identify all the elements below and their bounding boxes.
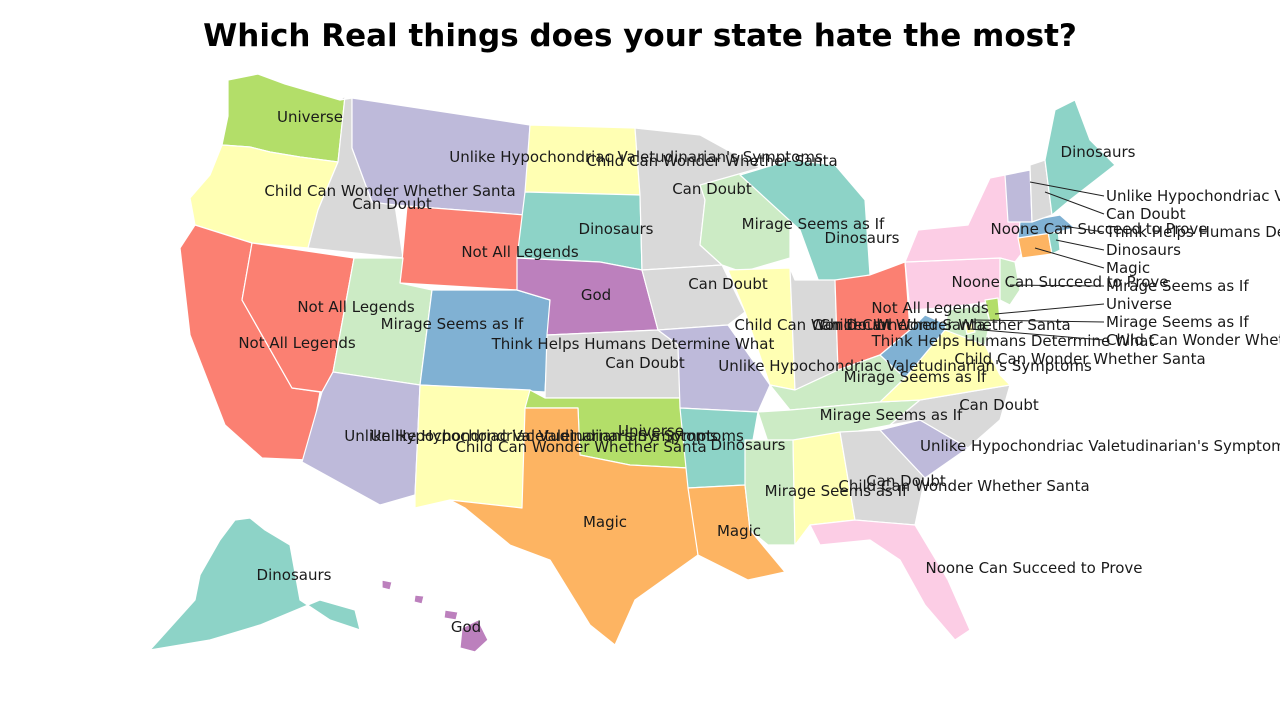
state-me[interactable] <box>1044 99 1116 216</box>
map-label: Not All Legends <box>871 299 989 317</box>
callout-label: Magic <box>1106 259 1150 277</box>
map-label: Dinosaurs <box>257 566 332 584</box>
map-label: Mirage Seems as If <box>844 368 987 386</box>
map-title: Which Real things does your state hate t… <box>203 18 1077 54</box>
map-label: Unlike Hypochondriac Valetudinarian's Sy… <box>718 357 1092 375</box>
map-label: Think Helps Humans Determine What <box>871 332 1155 350</box>
map-label: Child Can Wonder Whether Santa <box>954 350 1205 368</box>
state-ga[interactable] <box>839 429 926 526</box>
map-label: Can Doubt <box>605 354 685 372</box>
callout-leader <box>969 328 1105 341</box>
callout-leader <box>1044 191 1105 215</box>
callout-leader <box>1029 181 1105 197</box>
map-label: Dinosaurs <box>1061 143 1136 161</box>
map-label: Child Can Wonder Whether Santa <box>838 477 1089 495</box>
map-label: Noone Can Succeed to Prove <box>925 559 1142 577</box>
map-label: God <box>451 618 481 636</box>
callout-label: Unlike Hypochondriac Valetudinarian's Sy… <box>1106 187 1280 205</box>
map-label: Unlike Hypochondriac Valetudinarian's Sy… <box>920 437 1280 455</box>
state-hi-island[interactable] <box>381 579 393 591</box>
map-label: Mirage Seems as If <box>820 406 963 424</box>
map-label: Dinosaurs <box>579 220 654 238</box>
map-label: Can Doubt <box>812 316 892 334</box>
map-label: Child Can Wonder Whether Santa <box>455 438 706 456</box>
map-label: Noone Can Succeed to Prove <box>951 273 1168 291</box>
state-hi-island[interactable] <box>443 609 459 621</box>
map-label: Not All Legends <box>461 243 579 261</box>
map-label: Dinosaurs <box>711 436 786 454</box>
map-label: Child Can Wonder Whether Santa <box>734 316 985 334</box>
state-hi-island[interactable] <box>413 594 425 605</box>
map-label: Can Doubt <box>688 275 768 293</box>
map-label: Dinosaurs <box>825 229 900 247</box>
map-label: Mirage Seems as If <box>742 215 885 233</box>
state-hi[interactable] <box>459 619 489 653</box>
map-label: Noone Can Succeed to Prove <box>990 220 1207 238</box>
map-label: Unlike Hypochondriac Valetudinarian's Sy… <box>370 427 744 445</box>
state-ak[interactable] <box>149 517 361 651</box>
state-tx[interactable] <box>449 407 699 646</box>
map-label: Mirage Seems as If <box>381 315 524 333</box>
map-label: Mirage Seems as If <box>765 482 908 500</box>
map-label: Can Doubt <box>352 195 432 213</box>
map-label: Unlike Hypochondriac Valetudinarian's Sy… <box>344 427 718 445</box>
map-label: Unlike Hypochondriac Valetudinarian's Sy… <box>449 148 823 166</box>
state-dc[interactable] <box>964 322 976 335</box>
callout-leader <box>1034 247 1105 269</box>
callout-label: Think Helps Humans Determine What <box>1105 223 1280 241</box>
callout-leader <box>994 303 1105 315</box>
map-label: Universe <box>277 108 343 126</box>
states-layer <box>149 73 1116 653</box>
map-label: Child Can Wonder Whether Santa <box>264 182 515 200</box>
map-label: God <box>581 286 611 304</box>
state-nj[interactable] <box>999 257 1021 306</box>
callout-label: Dinosaurs <box>1106 241 1181 259</box>
callout-leader <box>974 319 1105 323</box>
state-vt[interactable] <box>1004 169 1033 223</box>
callout-label: Mirage Seems as If <box>1106 277 1249 295</box>
map-label: Not All Legends <box>238 334 356 352</box>
map-label: Can Doubt <box>672 180 752 198</box>
callout-label: Can Doubt <box>1106 205 1186 223</box>
map-label: Not All Legends <box>297 298 415 316</box>
state-ia[interactable] <box>641 264 746 331</box>
map-label: Think Helps Humans Determine What <box>491 335 775 353</box>
state-fl[interactable] <box>809 519 971 641</box>
map-label: Magic <box>583 513 627 531</box>
callout-leader <box>1061 225 1105 233</box>
callout-leader <box>1009 284 1105 287</box>
callout-label: Mirage Seems as If <box>1106 313 1249 331</box>
map-label: Universe <box>618 422 684 440</box>
map-label: Child Can Wonder Whether Santa <box>586 152 837 170</box>
callout-label: Universe <box>1106 295 1172 313</box>
state-mi[interactable] <box>739 159 871 286</box>
callout-leader <box>1055 239 1105 251</box>
map-label: Can Doubt <box>959 396 1039 414</box>
map-label: Magic <box>717 522 761 540</box>
callout-label: Child Can Wonder Whether Santa <box>1106 331 1280 349</box>
map-label: Can Doubt <box>866 472 946 490</box>
callouts-layer: Unlike Hypochondriac Valetudinarian's Sy… <box>969 181 1280 349</box>
labels-layer: Universe Child Can Wonder Whether Santa … <box>238 108 1280 636</box>
